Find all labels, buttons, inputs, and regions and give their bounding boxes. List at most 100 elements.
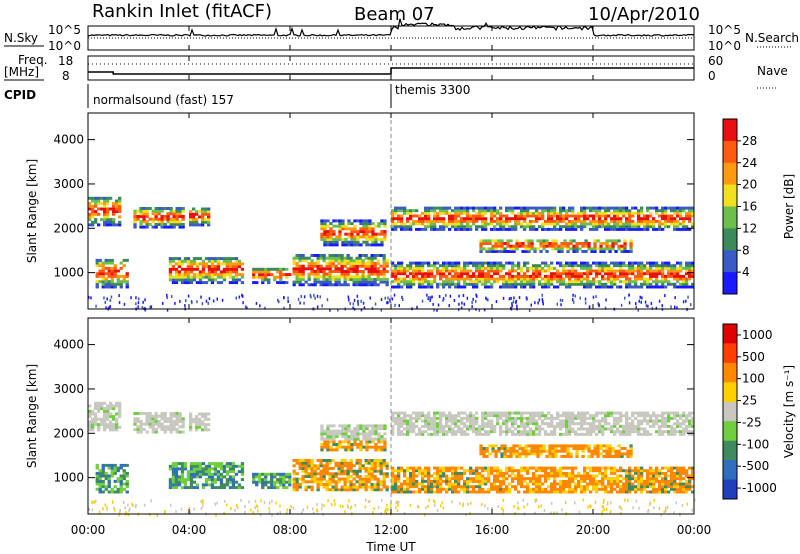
heatmap-cell [466, 282, 470, 286]
heatmap-cell [652, 280, 656, 284]
heatmap-cell [466, 272, 470, 276]
colorbar-segment [723, 140, 737, 164]
heatmap-cell [634, 274, 638, 278]
heatmap-cell [283, 306, 285, 310]
heatmap-cell [418, 264, 422, 268]
heatmap-cell [595, 419, 599, 423]
heatmap-cell [370, 254, 374, 257]
heatmap-cell [107, 280, 111, 284]
heatmap-cell [685, 424, 689, 428]
heatmap-cell [139, 209, 143, 213]
heatmap-cell [368, 219, 372, 223]
nsky-label: N.Sky [4, 31, 38, 45]
heatmap-cell [295, 254, 299, 257]
heatmap-cell [454, 266, 458, 270]
heatmap-cell [457, 261, 461, 265]
heatmap-cell [544, 227, 548, 231]
heatmap-cell [328, 262, 332, 265]
heatmap-cell [323, 429, 327, 433]
heatmap-cell [376, 483, 380, 486]
heatmap-cell [451, 269, 455, 273]
heatmap-cell [691, 272, 695, 276]
heatmap-cell [538, 479, 542, 483]
colorbar-segment [723, 119, 737, 142]
heatmap-cell [225, 478, 230, 482]
heatmap-cell [139, 215, 143, 218]
heatmap-cell [383, 219, 387, 223]
heatmap-cell [358, 254, 362, 257]
heatmap-cell [225, 483, 230, 487]
heatmap-cell [91, 199, 95, 203]
heatmap-cell [122, 474, 126, 478]
heatmap-cell [433, 225, 437, 229]
heatmap-cell [346, 278, 350, 281]
heatmap-cell [442, 266, 446, 270]
heatmap-cell [529, 274, 533, 278]
heatmap-cell [661, 206, 665, 210]
heatmap-cell [118, 301, 121, 305]
heatmap-cell [575, 247, 579, 251]
heatmap-cell [301, 256, 305, 260]
heatmap-cell [350, 238, 354, 241]
heatmap-cell [359, 222, 363, 226]
heatmap-cell [517, 282, 521, 286]
heatmap-cell [276, 281, 280, 285]
heatmap-cell [340, 254, 344, 257]
heatmap-cell [169, 412, 173, 415]
heatmap-cell [532, 282, 536, 286]
heatmap-cell [213, 257, 218, 261]
heatmap-cell [547, 206, 551, 210]
heatmap-cell [139, 428, 143, 431]
heatmap-cell [515, 244, 519, 248]
cpid-label: CPID [4, 88, 36, 102]
heatmap-cell [204, 417, 208, 421]
heatmap-cell [350, 243, 354, 247]
heatmap-cell [574, 219, 578, 223]
heatmap-cell [364, 262, 368, 265]
heatmap-cell [160, 207, 164, 210]
heatmap-cell [575, 250, 579, 253]
heatmap-cell [394, 206, 398, 210]
heatmap-cell [649, 211, 653, 215]
heatmap-cell [481, 217, 485, 221]
heatmap-cell [625, 225, 629, 229]
heatmap-cell [122, 258, 126, 262]
heatmap-cell [652, 217, 656, 221]
heatmap-cell [580, 414, 584, 418]
heatmap-cell [478, 274, 482, 278]
heatmap-cell [580, 427, 584, 431]
heatmap-cell [335, 238, 339, 241]
heatmap-cell [362, 240, 366, 244]
heatmap-cell [418, 411, 422, 415]
heatmap-cell [180, 464, 185, 468]
heatmap-cell [387, 296, 389, 300]
heatmap-cell [482, 239, 486, 243]
heatmap-cell [514, 285, 518, 289]
heatmap-cell [201, 483, 206, 487]
heatmap-cell [403, 427, 407, 431]
heatmap-cell [240, 486, 245, 490]
heatmap-cell [436, 416, 440, 420]
heatmap-cell [580, 211, 584, 215]
heatmap-cell [463, 269, 467, 273]
heatmap-cell [219, 257, 224, 261]
heatmap-cell [201, 210, 205, 214]
heatmap-cell [326, 224, 330, 228]
heatmap-cell [204, 423, 208, 427]
heatmap-cell [535, 266, 539, 270]
heatmap-cell [496, 264, 500, 268]
heatmap-cell [530, 242, 534, 245]
heatmap-cell [424, 466, 428, 470]
heatmap-cell [691, 264, 695, 268]
heatmap-cell [389, 299, 391, 303]
heatmap-cell [616, 277, 620, 281]
heatmap-cell [377, 440, 381, 444]
heatmap-cell [550, 422, 554, 426]
heatmap-cell [88, 212, 92, 216]
heatmap-cell [565, 416, 569, 420]
heatmap-cell [329, 429, 333, 433]
heatmap-cell [304, 267, 308, 271]
heatmap-cell [629, 239, 633, 243]
heatmap-cell [169, 428, 173, 431]
heatmap-cell [577, 217, 581, 221]
